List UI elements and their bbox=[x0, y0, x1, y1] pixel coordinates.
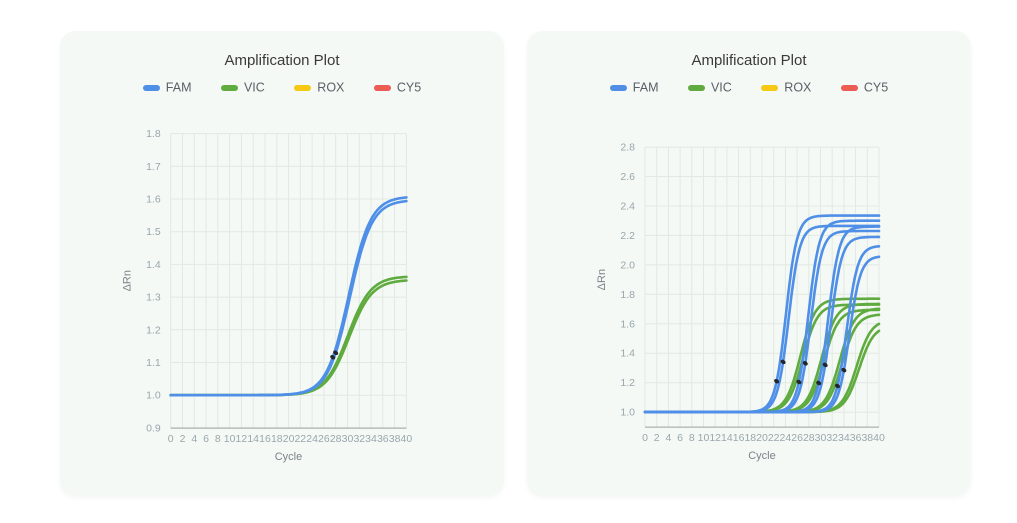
svg-text:16: 16 bbox=[733, 432, 745, 444]
svg-text:1.5: 1.5 bbox=[146, 226, 161, 238]
svg-text:6: 6 bbox=[677, 432, 683, 444]
svg-text:2: 2 bbox=[654, 432, 660, 444]
svg-text:20: 20 bbox=[283, 433, 295, 445]
svg-text:2.8: 2.8 bbox=[620, 142, 635, 154]
svg-text:8: 8 bbox=[689, 432, 695, 444]
svg-text:6: 6 bbox=[203, 433, 209, 445]
svg-text:32: 32 bbox=[826, 432, 838, 444]
svg-text:1.1: 1.1 bbox=[146, 357, 161, 369]
svg-text:10: 10 bbox=[224, 433, 236, 445]
svg-text:2.4: 2.4 bbox=[620, 201, 635, 213]
svg-text:1.2: 1.2 bbox=[146, 324, 161, 336]
svg-text:0.9: 0.9 bbox=[146, 422, 161, 434]
svg-text:1.4: 1.4 bbox=[620, 348, 635, 360]
svg-text:Cycle: Cycle bbox=[748, 450, 776, 462]
svg-text:4: 4 bbox=[665, 432, 671, 444]
svg-text:24: 24 bbox=[780, 432, 792, 444]
svg-text:18: 18 bbox=[271, 433, 283, 445]
svg-text:2.2: 2.2 bbox=[620, 230, 635, 242]
svg-text:1.4: 1.4 bbox=[146, 259, 161, 271]
svg-text:12: 12 bbox=[709, 432, 721, 444]
svg-text:28: 28 bbox=[330, 433, 342, 445]
svg-text:34: 34 bbox=[365, 433, 377, 445]
svg-text:22: 22 bbox=[294, 433, 306, 445]
svg-text:0: 0 bbox=[642, 432, 648, 444]
svg-text:1.0: 1.0 bbox=[620, 407, 635, 419]
svg-text:ΔRn: ΔRn bbox=[596, 269, 608, 290]
svg-text:14: 14 bbox=[721, 432, 733, 444]
svg-text:2.0: 2.0 bbox=[620, 259, 635, 271]
svg-text:16: 16 bbox=[259, 433, 271, 445]
svg-text:Cycle: Cycle bbox=[275, 451, 303, 463]
svg-text:1.2: 1.2 bbox=[620, 377, 635, 389]
svg-text:34: 34 bbox=[838, 432, 850, 444]
svg-text:ΔRn: ΔRn bbox=[122, 270, 134, 291]
svg-text:26: 26 bbox=[791, 432, 803, 444]
svg-text:38: 38 bbox=[861, 432, 873, 444]
svg-text:8: 8 bbox=[215, 433, 221, 445]
svg-text:1.0: 1.0 bbox=[146, 390, 161, 402]
svg-text:38: 38 bbox=[389, 433, 401, 445]
svg-text:12: 12 bbox=[236, 433, 248, 445]
svg-text:28: 28 bbox=[803, 432, 815, 444]
svg-text:30: 30 bbox=[815, 432, 827, 444]
svg-text:14: 14 bbox=[247, 433, 259, 445]
svg-text:2.6: 2.6 bbox=[620, 171, 635, 183]
svg-text:1.8: 1.8 bbox=[620, 289, 635, 301]
svg-text:10: 10 bbox=[698, 432, 710, 444]
svg-text:40: 40 bbox=[873, 432, 885, 444]
svg-text:30: 30 bbox=[342, 433, 354, 445]
svg-text:1.8: 1.8 bbox=[146, 128, 161, 140]
svg-text:26: 26 bbox=[318, 433, 330, 445]
svg-text:22: 22 bbox=[768, 432, 780, 444]
svg-text:4: 4 bbox=[191, 433, 197, 445]
svg-text:20: 20 bbox=[756, 432, 768, 444]
svg-text:0: 0 bbox=[168, 433, 174, 445]
svg-text:1.6: 1.6 bbox=[146, 194, 161, 206]
svg-text:40: 40 bbox=[401, 433, 413, 445]
svg-text:2: 2 bbox=[180, 433, 186, 445]
svg-text:1.6: 1.6 bbox=[620, 318, 635, 330]
svg-text:32: 32 bbox=[353, 433, 365, 445]
svg-text:36: 36 bbox=[377, 433, 389, 445]
svg-text:1.7: 1.7 bbox=[146, 161, 161, 173]
svg-text:24: 24 bbox=[306, 433, 318, 445]
svg-text:1.3: 1.3 bbox=[146, 292, 161, 304]
svg-text:18: 18 bbox=[744, 432, 756, 444]
svg-text:36: 36 bbox=[850, 432, 862, 444]
